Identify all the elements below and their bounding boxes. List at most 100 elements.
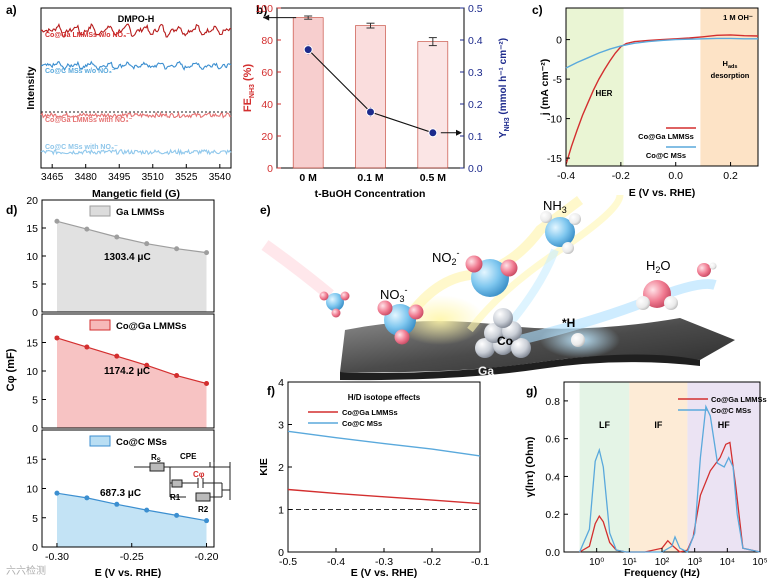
xlabel-c: E (V vs. RHE) [629,187,696,199]
no3-label: NO3- [380,285,408,304]
bar-b-3 [417,41,449,169]
legend-d-1: Ga LMMSs [116,207,165,218]
xtick-label-a-2: 3495 [108,172,131,183]
xlabel-b: t-BuOH Concentration [315,188,426,200]
xtick-label-a-5: 3540 [209,172,232,183]
panel-label-b: b) [256,3,267,17]
ytick-label-c-0: -15 [547,153,562,165]
arrowhead-fe-b [263,14,270,21]
arrowhead-yield-b [456,129,462,136]
ytick-label-g-4: 0.8 [545,396,560,408]
ytick-label-c-2: -5 [553,74,562,86]
ytick-right-label-b-5: 0.5 [468,3,483,15]
xtick-label-g-4: 10⁴ [720,557,735,568]
ytick-label-d-2-1: 5 [32,395,38,407]
point-d-1-4 [174,246,180,252]
circuit-r1: R1 [170,493,181,502]
xtick-label-g-5: 10⁵ [752,557,767,568]
xtick-label-f-1: -0.4 [327,556,345,568]
ylabel-right-b: YNH3 (mmol h⁻¹ cm⁻²) [498,38,511,138]
ytick-label-d-1-4: 20 [26,195,38,207]
series-line-f-1 [287,488,481,505]
xtick-label-c-3: 0.2 [723,170,738,182]
xtick-label-a-1: 3480 [75,172,98,183]
category-label-b-3: 0.5 M [420,172,447,184]
xtick-label-d-1: -0.25 [120,551,144,563]
panel-label-c: c) [532,3,543,17]
no3-molecule [377,300,424,345]
area-fill-d-2 [57,337,207,428]
xtick-label-g-3: 10³ [687,557,702,568]
panel-e: e) [260,194,735,381]
xlabel-a: Mangetic field (G) [92,188,180,200]
ytick-right-label-b-2: 0.2 [468,99,483,111]
xtick-label-g-0: 10⁰ [589,557,604,568]
zone-if-g [629,382,688,552]
series-line-c-2 [565,37,758,69]
ytick-label-g-3: 0.6 [545,434,560,446]
point-d-3-5 [204,518,210,524]
ytick-label-f-3: 3 [278,420,284,432]
equivalent-circuit [134,462,231,502]
xlabel-f: E (V vs. RHE) [351,567,418,579]
ga-surface-edge [340,354,700,381]
ytick-label-f-2: 2 [278,462,284,474]
yield-point-b-3 [428,128,438,138]
xtick-label-f-2: -0.3 [375,556,393,568]
h2o-molecule [636,280,678,310]
xtick-label-g-2: 10² [655,557,670,568]
point-d-2-1 [84,344,90,350]
ylabel-a: Intensity [25,66,37,109]
point-d-1-0 [54,218,60,224]
ytick-label-d-3-3: 15 [26,454,38,466]
series-line-a-4 [40,147,232,156]
ytick-label-c-1: -10 [547,114,562,126]
panel-d: d) 0 5 10 15 20 Ga LMMSs 1303.4 μC 0 5 10 15 Co@Ga … [5,195,231,579]
h-ads-label: *H [562,316,575,330]
point-d-3-1 [84,495,90,501]
series-line-g-1 [579,441,761,553]
plot-frame-c [565,7,759,167]
legend-c-2: Co@C MSs [646,151,686,160]
legend-swatch-d-1 [89,205,111,217]
xtick-label-a-3: 3510 [142,172,165,183]
ytick-left-label-b-1: 20 [261,131,273,143]
panel-label-e: e) [260,203,271,217]
series-line-g-2 [579,404,761,553]
legend-swatch-d-3 [89,435,111,447]
ytick-label-d-3-1: 5 [32,513,38,525]
xtick-label-a-0: 3465 [41,172,64,183]
panel-g: g) LF IF HF Co@Ga LMMSs Co@C MSs 10⁰ 10¹ 10²… [524,381,768,579]
series-line-a-2 [40,60,232,72]
point-d-2-0 [54,335,60,341]
nh3-molecule [540,211,581,254]
no2-molecule [465,255,518,297]
series-line-a-3 [40,111,232,119]
charge-label-d-2: 1174.2 μC [104,366,150,377]
area-line-d-1 [56,220,207,254]
ga-label: Ga [478,364,494,378]
point-d-1-2 [114,234,120,240]
co-cluster [475,308,531,358]
zone-label-g-3: HF [718,420,730,430]
ylabel-left-b: FENH3 (%) [242,64,256,113]
legend-g-2: Co@C MSs [711,406,751,415]
ytick-right-label-b-0: 0.0 [468,163,483,175]
bar-b-2 [355,25,386,169]
legend-a-3: Co@Ga LMMSs with NO₃⁻ [45,117,133,124]
panel-label-g: g) [526,384,537,398]
ytick-label-f-0: 0 [278,547,284,559]
xtick-label-c-1: -0.2 [612,170,630,182]
ylabel-f: KIE [258,458,270,476]
point-d-2-5 [204,381,210,387]
xtick-label-f-0: -0.5 [279,556,297,568]
ytick-label-d-3-2: 10 [26,484,38,496]
legend-a-2: Co@C MSs w/o NO₃⁻ [45,68,116,75]
co-label: Co [497,334,513,348]
point-d-1-5 [204,250,210,256]
her-label-c: HER [596,89,613,98]
circuit-cphi: Cφ [193,470,205,479]
circuit-r2: R2 [198,505,209,514]
watermark: 六六检测 [6,564,46,577]
